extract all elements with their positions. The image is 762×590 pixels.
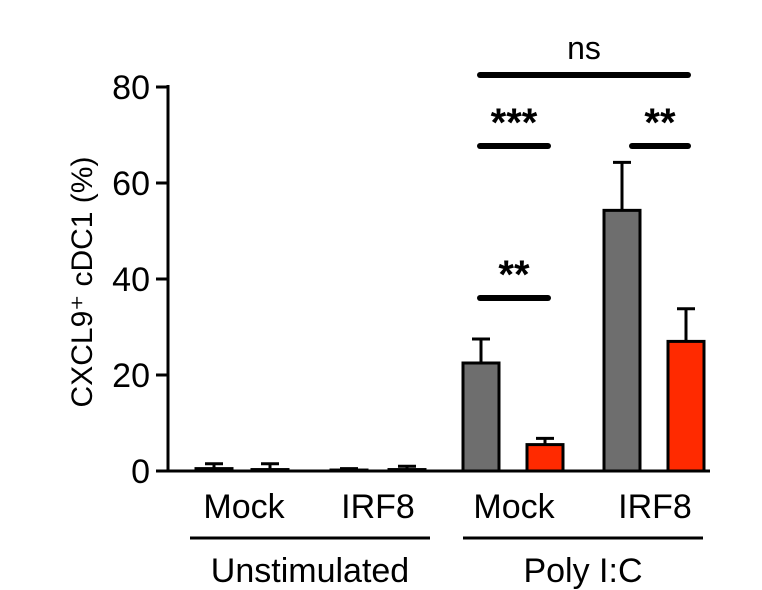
significance-label: ** <box>644 101 676 145</box>
significance-label: *** <box>491 101 538 145</box>
bar <box>602 208 642 473</box>
significance-label: ns <box>567 30 601 66</box>
y-tick-label: 60 <box>112 165 150 203</box>
x-condition-label: Mock <box>203 488 285 526</box>
y-tick-label: 20 <box>112 357 150 395</box>
x-condition-label: Mock <box>473 488 555 526</box>
y-tick-label: 80 <box>112 69 150 107</box>
bar <box>387 468 427 473</box>
bar <box>329 468 369 473</box>
group-label: Poly I:C <box>523 552 642 590</box>
significance-label: ** <box>498 253 530 297</box>
y-tick-label: 40 <box>112 261 150 299</box>
bar <box>194 467 234 473</box>
group-label: Unstimulated <box>211 552 409 590</box>
x-condition-label: IRF8 <box>341 488 415 526</box>
bar <box>525 443 565 473</box>
y-tick-label: 0 <box>131 453 150 491</box>
x-condition-label: IRF8 <box>618 488 692 526</box>
plot-area: 0 20 40 60 80 Mock IRF8 Mock IRF8 Unstimulated Pol… <box>112 30 710 590</box>
bar <box>250 468 290 473</box>
y-axis-label: CXCL9⁺ cDC1 (%) <box>66 157 99 408</box>
bar <box>461 361 501 473</box>
bar <box>666 339 706 473</box>
